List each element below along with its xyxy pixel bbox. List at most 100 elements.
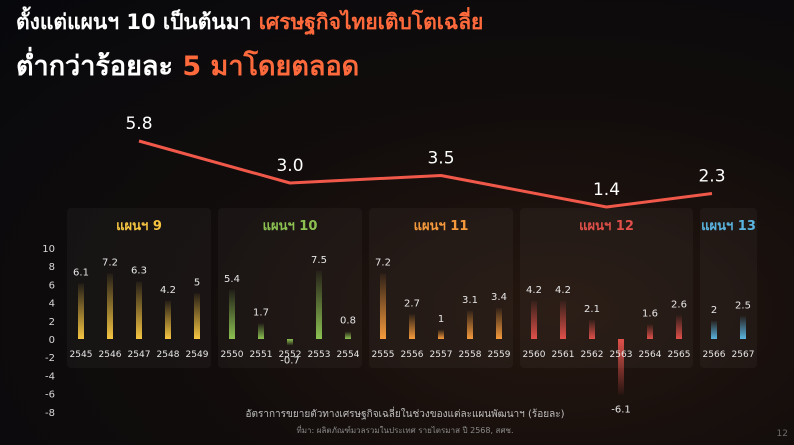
- bar-value-label: 1.6: [642, 308, 658, 319]
- bar-2553: [316, 270, 322, 339]
- bar-2556: [409, 314, 415, 339]
- year-label: 2554: [337, 350, 360, 360]
- bar-2564: [647, 324, 653, 339]
- source-note: ที่มา: ผลิตภัณฑ์มวลรวมในประเทศ รายไตรมาส…: [297, 424, 514, 435]
- bar-2545: [78, 283, 84, 339]
- year-label: 2555: [372, 350, 395, 360]
- plan-label: แผนฯ 9: [116, 219, 162, 234]
- headline-part-2: เศรษฐกิจไทยเติบโตเฉลี่ย: [258, 10, 484, 34]
- headline-line-1: ตั้งแต่แผนฯ 10 เป็นต้นมา เศรษฐกิจไทยเติบ…: [16, 6, 483, 39]
- year-labels: 2545 2546 2547 2548 2549 2550 2551 2552 2553 2554…: [70, 350, 755, 360]
- plan-labels: แผนฯ 9 แผนฯ 10 แผนฯ 11 แผนฯ 12 แผนฯ 13: [116, 219, 756, 234]
- year-label: 2561: [552, 350, 575, 360]
- year-label: 2557: [430, 350, 453, 360]
- y-tick-label: 6: [49, 280, 55, 291]
- year-label: 2546: [99, 350, 122, 360]
- average-value-label: 5.8: [125, 114, 152, 134]
- bar-2548: [165, 300, 171, 339]
- average-value-label: 1.4: [593, 180, 620, 200]
- year-label: 2559: [488, 350, 511, 360]
- year-label: 2550: [221, 350, 244, 360]
- y-tick-label: 2: [49, 317, 55, 328]
- y-tick-label: 4: [49, 299, 55, 310]
- bar-2550: [229, 289, 235, 339]
- average-value-label: 2.3: [698, 167, 725, 187]
- bar-2551: [258, 323, 264, 339]
- year-label: 2547: [128, 350, 151, 360]
- bar-2563: [618, 339, 624, 395]
- page-number: 12: [776, 429, 788, 439]
- year-label: 2566: [703, 350, 726, 360]
- y-tick-label: 0: [49, 335, 55, 346]
- bar-2560: [531, 300, 537, 339]
- plan-label: แผนฯ 10: [263, 219, 318, 234]
- bar-value-label: -0.7: [280, 355, 300, 366]
- y-axis: 10 8 6 4 2 0 -2 -4 -6 -8: [42, 244, 55, 419]
- average-value-label: 3.5: [427, 149, 454, 169]
- year-label: 2567: [732, 350, 755, 360]
- year-label: 2552: [279, 350, 302, 360]
- year-label: 2551: [250, 350, 273, 360]
- bar-2558: [467, 310, 473, 339]
- average-line: 5.8 3.0 3.5 1.4 2.3: [125, 114, 726, 209]
- bar-value-label: 2.1: [584, 304, 600, 315]
- bar-value-label: 7.2: [375, 257, 391, 268]
- year-label: 2562: [581, 350, 604, 360]
- bar-2559: [496, 308, 502, 339]
- y-tick-label: -6: [45, 390, 55, 401]
- bar-2567: [740, 316, 746, 339]
- headline-line-2: ต่ำกว่าร้อยละ 5 มาโดยตลอด: [16, 44, 359, 87]
- bar-2557: [438, 329, 444, 339]
- bar-value-label: 4.2: [526, 285, 542, 296]
- bar-value-label: 6.1: [73, 267, 89, 278]
- headline-part-3: ต่ำกว่าร้อยละ: [16, 51, 173, 82]
- x-axis-title: อัตราการขยายตัวทางเศรษฐกิจเฉลี่ยในช่วงขอ…: [246, 406, 565, 420]
- bar-2555: [380, 273, 386, 339]
- bar-value-label: 3.4: [491, 292, 507, 303]
- bar-value-label: 3.1: [462, 295, 478, 306]
- bar-series: 6.1 7.2 6.3 4.2 5 5.4 1.7 -0.7 7.5 0.8 7.2 2.7 1 3.1 3…: [73, 255, 751, 416]
- year-label: 2556: [401, 350, 424, 360]
- bar-value-label: 4.2: [160, 285, 176, 296]
- year-label: 2560: [523, 350, 546, 360]
- plan-label: แผนฯ 13: [701, 219, 756, 234]
- bar-value-label: 2.7: [404, 298, 420, 309]
- bar-value-label: 7.5: [311, 255, 327, 266]
- year-label: 2553: [308, 350, 331, 360]
- average-value-label: 3.0: [276, 156, 303, 176]
- bar-2547: [136, 281, 142, 339]
- bar-value-label: 7.2: [102, 257, 118, 268]
- bar-value-label: 2.6: [671, 299, 687, 310]
- bar-2565: [676, 315, 682, 339]
- bar-value-label: 4.2: [555, 285, 571, 296]
- bar-2554: [345, 331, 351, 339]
- y-tick-label: 8: [49, 262, 55, 273]
- plan-label: แผนฯ 12: [579, 219, 634, 234]
- y-tick-label: -2: [45, 353, 55, 364]
- bar-value-label: -6.1: [611, 405, 631, 416]
- bar-value-label: 2: [711, 305, 717, 316]
- y-tick-label: 10: [42, 244, 55, 255]
- year-label: 2558: [459, 350, 482, 360]
- bar-2546: [107, 273, 113, 339]
- bar-2561: [560, 300, 566, 339]
- year-label: 2565: [668, 350, 691, 360]
- y-tick-label: -8: [45, 408, 55, 419]
- year-label: 2564: [639, 350, 662, 360]
- headline-part-1: ตั้งแต่แผนฯ 10 เป็นต้นมา: [16, 10, 252, 34]
- year-label: 2548: [157, 350, 180, 360]
- bar-2552: [287, 339, 293, 346]
- bar-value-label: 5.4: [224, 274, 240, 285]
- average-growth-line: [138, 139, 713, 209]
- bar-value-label: 5: [194, 278, 200, 289]
- bar-value-label: 0.8: [340, 316, 356, 327]
- bar-2566: [711, 320, 717, 339]
- headline-part-4: 5 มาโดยตลอด: [182, 51, 360, 82]
- bar-value-label: 2.5: [735, 300, 751, 311]
- bar-value-label: 6.3: [131, 266, 147, 277]
- bar-value-label: 1: [438, 314, 444, 325]
- plan-label: แผนฯ 11: [414, 219, 469, 234]
- bar-value-label: 1.7: [253, 308, 269, 319]
